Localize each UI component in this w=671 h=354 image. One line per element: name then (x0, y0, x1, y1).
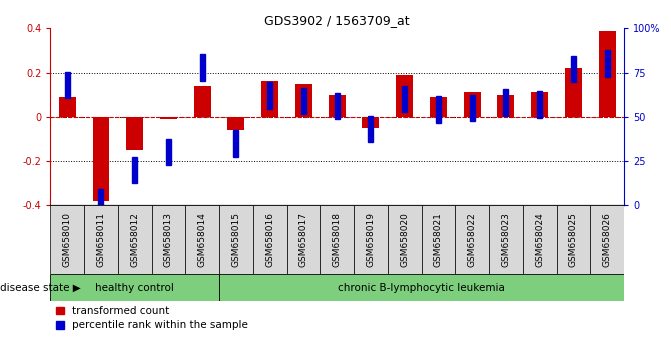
Text: GSM658020: GSM658020 (400, 212, 409, 267)
Bar (464, 92, 480, 117)
Bar (605, 50, 610, 77)
Bar (194, 86, 211, 117)
Text: disease state ▶: disease state ▶ (0, 282, 81, 293)
Bar (234, 130, 238, 156)
Bar (253, 205, 287, 274)
Bar (497, 95, 515, 117)
Bar (227, 117, 244, 130)
Bar (93, 117, 109, 201)
Bar (50, 205, 84, 274)
Text: GSM658018: GSM658018 (333, 212, 342, 267)
Bar (402, 86, 407, 113)
Bar (287, 205, 320, 274)
Bar (118, 205, 152, 274)
Bar (59, 97, 76, 117)
Bar (335, 93, 340, 120)
Bar (64, 72, 70, 98)
Bar (523, 205, 556, 274)
Text: GSM658024: GSM658024 (535, 212, 544, 267)
Text: healthy control: healthy control (95, 282, 174, 293)
Legend: transformed count, percentile rank within the sample: transformed count, percentile rank withi… (56, 306, 248, 330)
Bar (565, 68, 582, 117)
Text: chronic B-lymphocytic leukemia: chronic B-lymphocytic leukemia (338, 282, 505, 293)
Text: GSM658012: GSM658012 (130, 212, 139, 267)
Bar (99, 189, 103, 215)
Bar (397, 75, 413, 117)
Text: GSM658019: GSM658019 (366, 212, 376, 267)
Bar (267, 82, 272, 109)
Bar (354, 205, 388, 274)
Bar (160, 117, 177, 119)
Bar (599, 30, 615, 117)
Text: GSM658010: GSM658010 (62, 212, 72, 267)
Text: GSM658023: GSM658023 (501, 212, 511, 267)
Bar (84, 205, 118, 274)
Text: GSM658021: GSM658021 (434, 212, 443, 267)
Bar (132, 156, 138, 183)
Bar (261, 81, 278, 117)
Bar (571, 56, 576, 82)
Text: GSM658026: GSM658026 (603, 212, 612, 267)
Bar (489, 205, 523, 274)
Text: GSM658017: GSM658017 (299, 212, 308, 267)
Text: GSM658022: GSM658022 (468, 212, 476, 267)
Text: GSM658013: GSM658013 (164, 212, 173, 267)
Bar (329, 95, 346, 117)
Bar (503, 90, 509, 116)
Bar (166, 139, 171, 166)
Bar (126, 117, 143, 150)
Bar (301, 88, 306, 114)
Bar (436, 97, 441, 123)
Bar (50, 274, 219, 301)
Bar (219, 205, 253, 274)
Text: GSM658015: GSM658015 (231, 212, 240, 267)
Title: GDS3902 / 1563709_at: GDS3902 / 1563709_at (264, 14, 410, 27)
Bar (456, 205, 489, 274)
Bar (590, 205, 624, 274)
Bar (219, 274, 624, 301)
Bar (537, 91, 542, 118)
Bar (295, 84, 312, 117)
Bar (430, 97, 447, 117)
Text: GSM658016: GSM658016 (265, 212, 274, 267)
Bar (362, 117, 379, 128)
Bar (368, 116, 374, 143)
Text: GSM658025: GSM658025 (569, 212, 578, 267)
Bar (152, 205, 185, 274)
Bar (556, 205, 590, 274)
Bar (470, 95, 474, 121)
Bar (531, 92, 548, 117)
Text: GSM658014: GSM658014 (198, 212, 207, 267)
Bar (200, 54, 205, 81)
Text: GSM658011: GSM658011 (97, 212, 105, 267)
Bar (185, 205, 219, 274)
Bar (421, 205, 456, 274)
Bar (320, 205, 354, 274)
Bar (388, 205, 421, 274)
